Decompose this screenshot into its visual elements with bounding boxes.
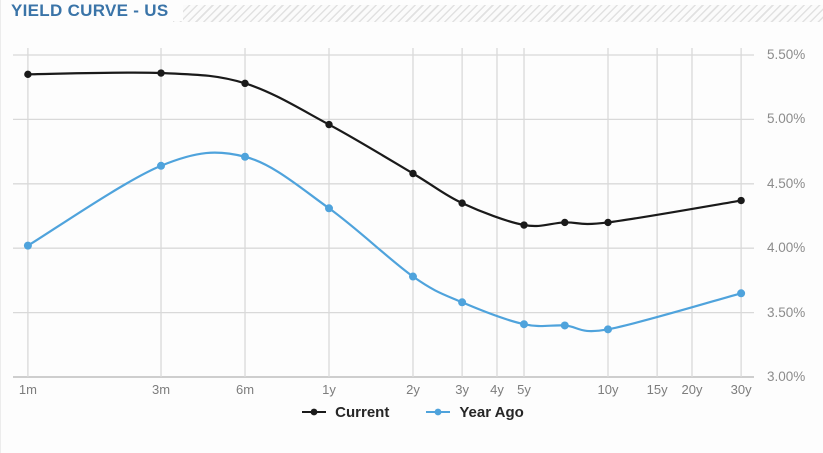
x-tick-label: 10y <box>597 382 619 397</box>
year-ago-point-3y[interactable] <box>458 298 467 307</box>
y-tick-label: 4.50% <box>767 175 806 191</box>
page-title: YIELD CURVE - US <box>11 1 183 21</box>
x-tick-label: 1y <box>322 382 336 397</box>
year-ago-series-line <box>26 151 743 333</box>
year-ago-point-3m[interactable] <box>157 161 166 170</box>
current-point-10y[interactable] <box>604 218 612 227</box>
y-tick-label: 5.50% <box>767 47 806 62</box>
header-hatch-stripe <box>173 5 823 22</box>
x-tick-label: 20y <box>681 382 703 397</box>
y-tick-label: 3.50% <box>767 304 806 320</box>
current-point-30y[interactable] <box>737 196 745 205</box>
x-tick-label: 15y <box>646 382 668 397</box>
current-series-line <box>26 71 743 228</box>
current-point-1m[interactable] <box>24 70 32 79</box>
y-tick-label: 4.00% <box>767 240 806 256</box>
x-tick-label: 30y <box>730 382 752 397</box>
year-ago-point-7y[interactable] <box>560 321 569 330</box>
chart-legend: Current Year Ago <box>1 401 823 423</box>
x-tick-label: 2y <box>406 382 420 397</box>
x-tick-label: 5y <box>517 382 531 397</box>
legend-item-year-ago[interactable]: Year Ago <box>425 403 524 421</box>
year-ago-series-marker-icon <box>426 408 451 416</box>
current-point-3y[interactable] <box>458 199 466 207</box>
year-ago-point-2y[interactable] <box>408 272 417 281</box>
year-ago-point-30y[interactable] <box>737 289 746 298</box>
current-point-6m[interactable] <box>241 79 249 88</box>
widget-header: YIELD CURVE - US <box>1 1 823 23</box>
current-point-7y[interactable] <box>561 218 569 227</box>
current-point-3m[interactable] <box>157 69 165 77</box>
legend-label-current: Current <box>335 403 390 421</box>
x-tick-label: 3y <box>455 382 469 397</box>
current-point-5y[interactable] <box>520 221 528 229</box>
year-ago-point-10y[interactable] <box>604 325 612 334</box>
legend-item-current[interactable]: Current <box>301 404 389 421</box>
current-point-1y[interactable] <box>325 120 333 129</box>
year-ago-point-5y[interactable] <box>520 320 529 329</box>
x-tick-label: 6m <box>235 382 255 397</box>
current-point-2y[interactable] <box>409 169 417 178</box>
y-tick-label: 5.00% <box>767 111 806 127</box>
x-tick-label: 4y <box>490 382 504 397</box>
x-tick-label: 3m <box>151 382 171 397</box>
legend-label-year-ago: Year Ago <box>459 403 524 421</box>
yield-curve-chart <box>13 48 754 378</box>
y-tick-label: 3.00% <box>767 369 806 384</box>
year-ago-point-1y[interactable] <box>325 204 333 213</box>
x-tick-label: 1m <box>18 382 37 397</box>
year-ago-point-1m[interactable] <box>23 241 32 250</box>
current-series-marker-icon <box>302 408 327 416</box>
year-ago-point-6m[interactable] <box>241 152 250 161</box>
